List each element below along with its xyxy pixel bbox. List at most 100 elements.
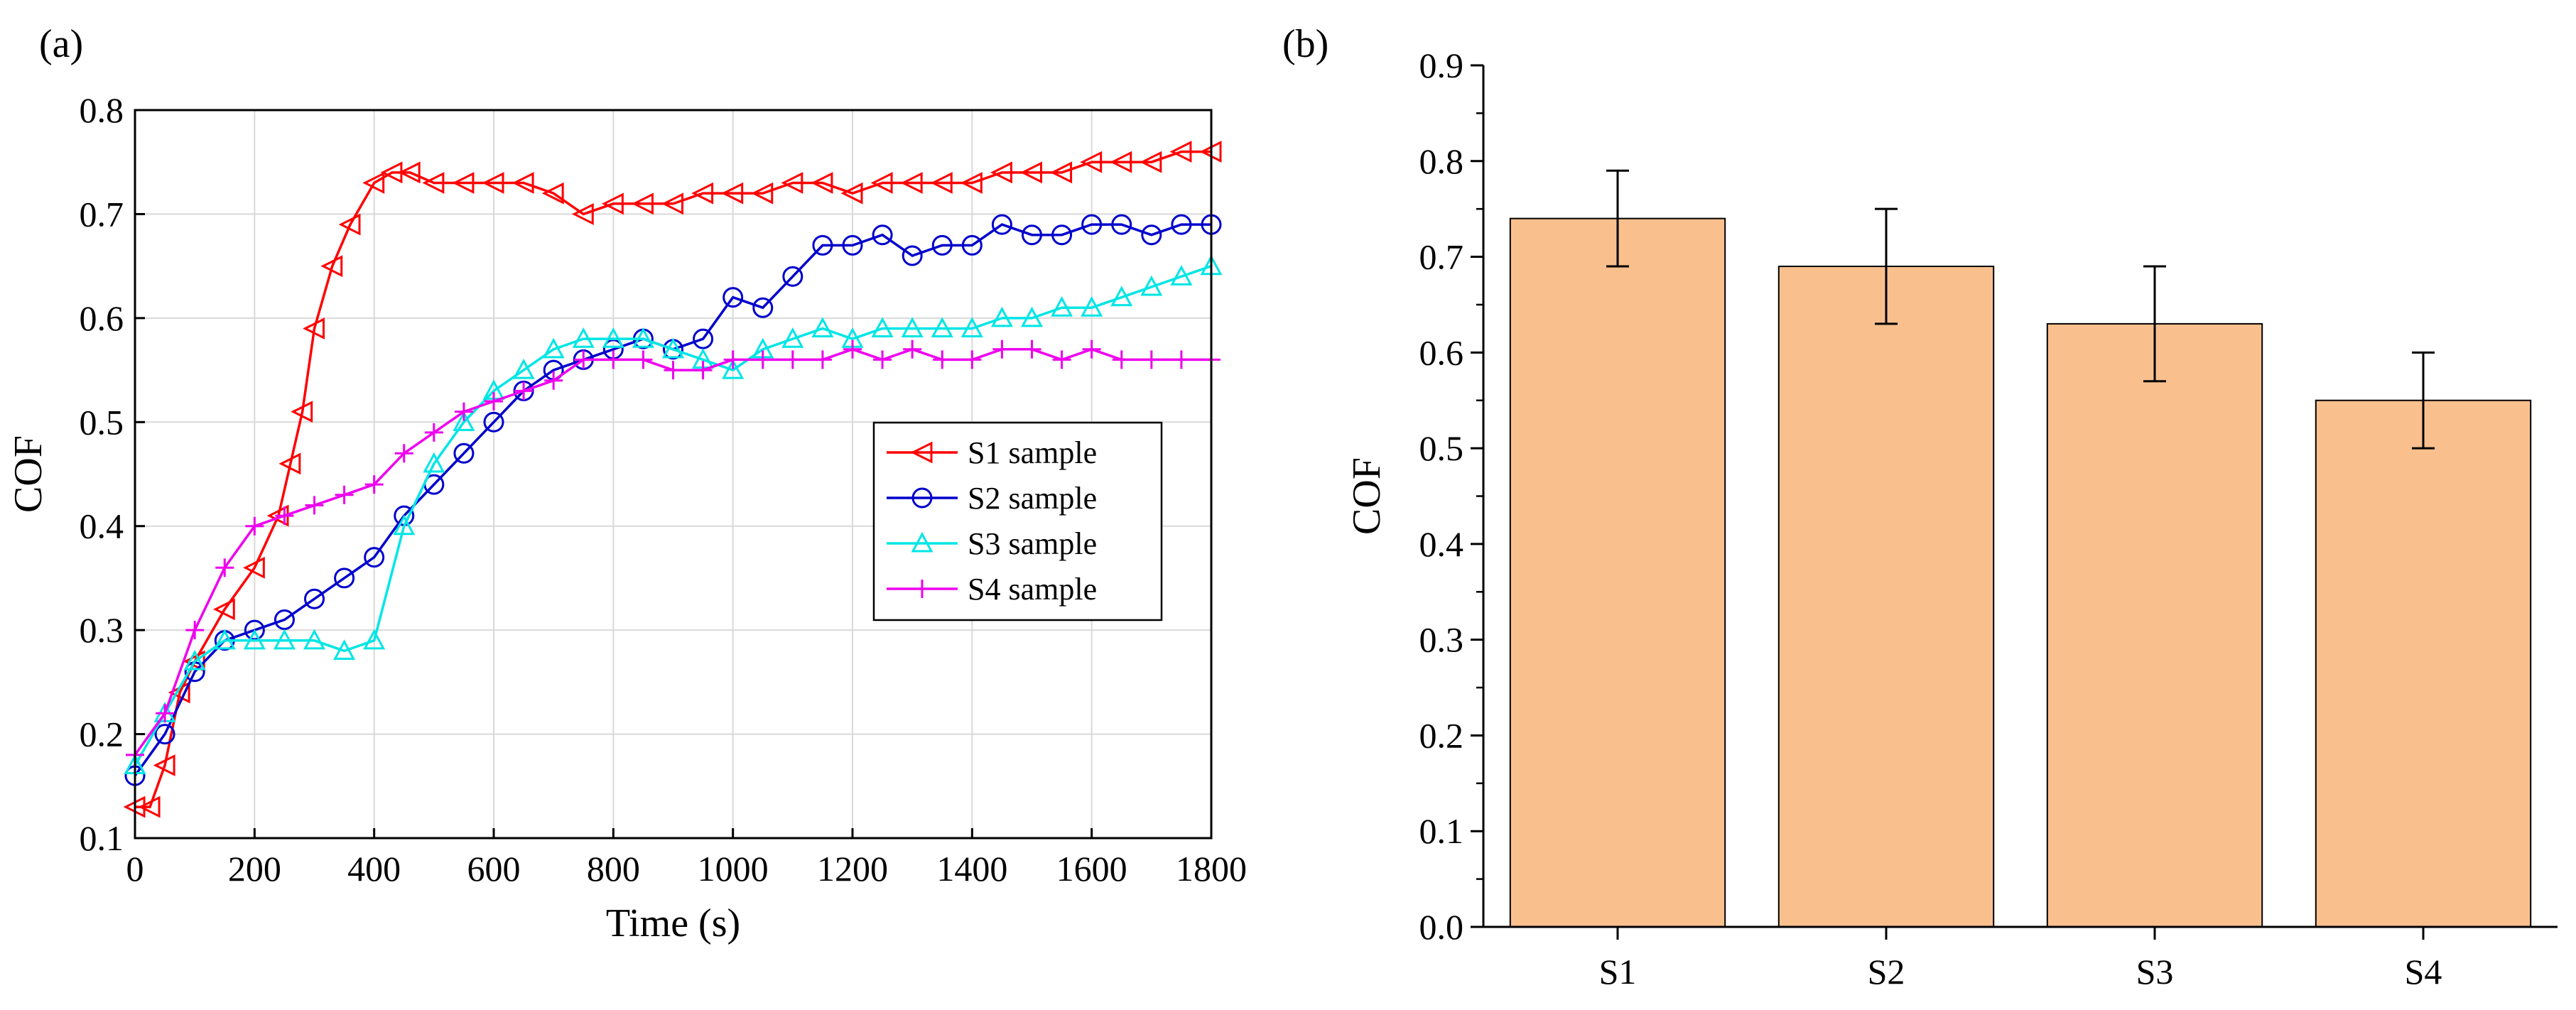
data-point — [304, 588, 325, 609]
data-point — [454, 402, 473, 421]
legend-label: S4 sample — [968, 572, 1097, 607]
x-tick-label: 1800 — [1176, 849, 1247, 889]
data-point — [1112, 350, 1131, 369]
data-point — [781, 327, 804, 348]
y-tick-label: 0.5 — [1419, 428, 1464, 468]
data-point — [274, 609, 295, 630]
data-point — [752, 297, 774, 318]
data-point — [333, 639, 356, 660]
legend-item: S1 sample — [887, 435, 1097, 470]
data-point — [335, 485, 354, 504]
data-point — [723, 350, 742, 369]
y-tick-label: 0.3 — [1419, 620, 1464, 660]
data-point — [485, 392, 503, 411]
data-point — [514, 381, 534, 401]
panel-label-b: (b) — [1282, 22, 1328, 66]
data-point — [273, 629, 296, 650]
x-tick-label: 800 — [587, 849, 640, 889]
data-point — [394, 444, 413, 463]
y-tick-label: 0.4 — [80, 506, 124, 546]
data-point — [424, 423, 443, 442]
data-point — [1052, 350, 1071, 369]
data-point — [398, 161, 421, 184]
data-point — [422, 172, 445, 194]
data-point — [138, 795, 161, 818]
data-point — [1081, 214, 1103, 235]
y-tick-label: 0.5 — [80, 402, 124, 442]
data-point — [960, 317, 983, 338]
legend-label: S3 sample — [968, 526, 1097, 561]
x-tick-label: S3 — [2136, 952, 2174, 992]
bar-group-S4 — [2315, 351, 2532, 928]
y-tick-label: 0.2 — [80, 715, 124, 754]
data-point — [930, 172, 953, 194]
bar — [1777, 266, 1995, 928]
data-point — [721, 182, 744, 205]
y-tick-label: 0.6 — [80, 298, 124, 338]
data-point — [961, 234, 983, 256]
x-tick-label: S2 — [1868, 952, 1905, 992]
bar-chart-panel: (b) 0.0 0.1 0.2 0.3 0.4 0.5 0.6 0.7 0.8 0.9 S1 S2 S3… — [1282, 22, 2558, 992]
data-point — [1081, 296, 1103, 317]
data-point — [153, 754, 175, 776]
data-point — [723, 287, 744, 308]
data-point — [364, 475, 384, 494]
y-tick-label: 0.8 — [80, 90, 124, 130]
data-point — [903, 340, 922, 359]
data-point — [1020, 306, 1044, 327]
x-tick-label: 600 — [467, 849, 521, 889]
data-point — [542, 337, 565, 359]
plot-frame — [134, 109, 1213, 840]
data-point — [1140, 275, 1163, 296]
data-point — [901, 317, 924, 338]
y-tick-label: 0.7 — [80, 194, 124, 234]
data-point — [572, 327, 595, 348]
x-tick-label: 200 — [228, 849, 281, 889]
legend: S1 sample S2 sample S3 sample S4 sample — [872, 421, 1163, 621]
data-point — [544, 371, 563, 390]
data-point — [910, 441, 933, 464]
data-point — [1111, 214, 1132, 235]
legend-item: S2 sample — [887, 481, 1097, 516]
data-point — [1022, 340, 1041, 359]
bar-group-S3 — [2046, 265, 2263, 928]
data-point — [305, 496, 324, 515]
x-tick-label: S1 — [1599, 952, 1637, 992]
data-point — [693, 361, 713, 380]
data-point — [691, 182, 714, 205]
data-point — [452, 172, 475, 194]
data-point — [783, 350, 802, 369]
y-tick-label: 0.8 — [1419, 141, 1464, 181]
panel-label-a: (a) — [39, 22, 83, 66]
data-point — [782, 266, 803, 287]
series-line — [134, 264, 1212, 766]
data-point — [1082, 340, 1101, 359]
axes: 0.0 0.1 0.2 0.3 0.4 0.5 0.6 0.7 0.8 0.9 S1 S2 S3 S4 — [1419, 45, 2558, 992]
data-point — [751, 182, 774, 205]
data-point — [632, 192, 654, 215]
bar-group-S1 — [1509, 169, 1726, 928]
line-chart-panel: (a) 0 200 400 600 800 1000 1200 1400 1600 1800 0.1… — [6, 22, 1247, 945]
data-point — [362, 172, 385, 194]
data-point — [482, 172, 504, 194]
data-point — [183, 649, 206, 670]
data-point — [1142, 350, 1161, 369]
legend-label: S1 sample — [968, 435, 1097, 470]
data-point — [1141, 224, 1162, 246]
y-tick-label: 0.4 — [1419, 524, 1464, 564]
x-tick-label: 0 — [126, 849, 144, 889]
y-tick-label: 0.9 — [1419, 45, 1464, 85]
data-point — [571, 203, 594, 225]
data-point — [278, 452, 301, 475]
data-point — [156, 704, 175, 723]
data-point — [812, 234, 833, 256]
data-point — [933, 350, 952, 369]
data-point — [215, 558, 234, 577]
data-point — [990, 161, 1012, 184]
data-point — [902, 245, 923, 266]
data-point — [275, 506, 294, 526]
data-point — [753, 350, 772, 369]
y-tick-label: 0.1 — [80, 818, 124, 858]
data-point — [541, 182, 564, 205]
data-point — [990, 306, 1013, 327]
